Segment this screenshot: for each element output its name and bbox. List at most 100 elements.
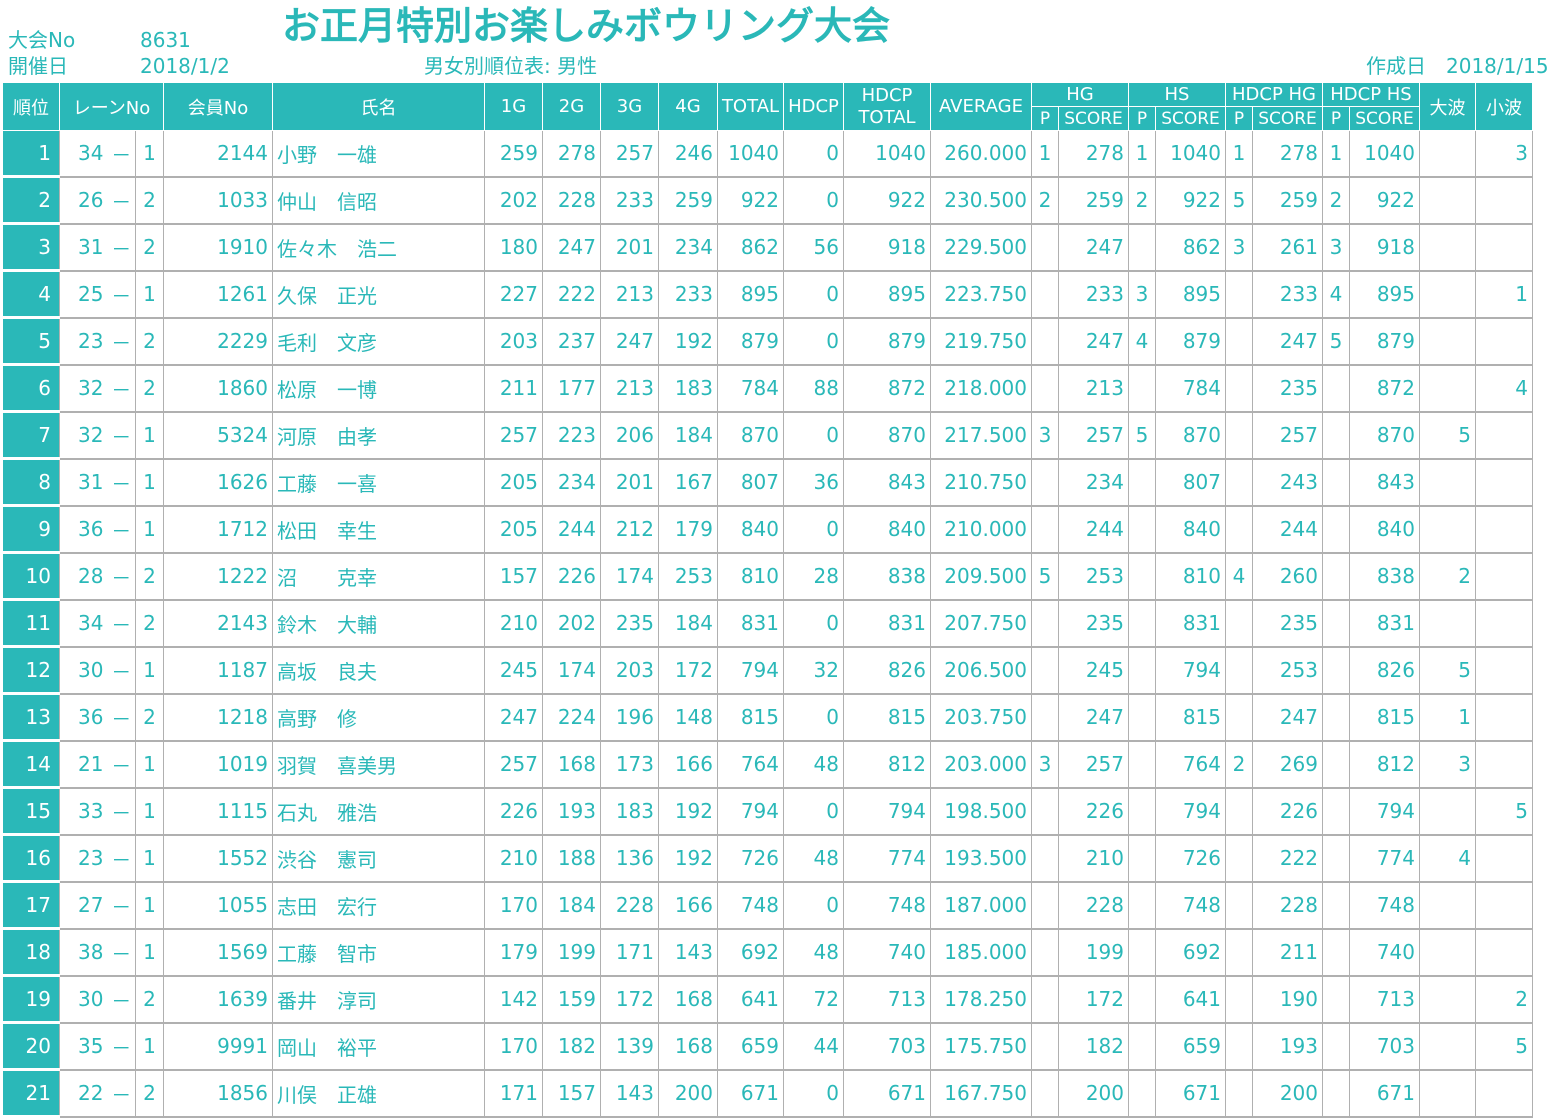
table-row: 12 30 － 1 1187 高坂 良夫 245 174 203 172 794 32 826 206.5… <box>2 646 1533 695</box>
cell-game3: 183 <box>600 787 659 836</box>
cell-game4: 192 <box>658 317 718 366</box>
cell-hg-p <box>1031 928 1059 977</box>
taikai-no-label: 大会No <box>8 28 76 52</box>
cell-hs-p <box>1128 458 1156 507</box>
cell-hg-score: 226 <box>1058 787 1129 836</box>
cell-hdcp-total: 1040 <box>843 130 931 178</box>
cell-game1: 157 <box>484 552 543 601</box>
cell-game3: 174 <box>600 552 659 601</box>
cell-game4: 166 <box>658 740 718 789</box>
cell-game1: 180 <box>484 223 543 272</box>
cell-average: 210.750 <box>930 458 1032 507</box>
cell-hg-p: 5 <box>1031 552 1059 601</box>
cell-rank: 16 <box>2 834 60 883</box>
cell-game1: 142 <box>484 975 543 1024</box>
subtitle: 男女別順位表: 男性 <box>424 54 598 78</box>
cell-lane-side: 2 <box>135 364 164 413</box>
cell-lane: 30 <box>59 646 108 695</box>
cell-hdcp-hs-score: 879 <box>1349 317 1420 366</box>
table-row: 13 36 － 2 1218 高野 修 247 224 196 148 815 0 815 203.750… <box>2 693 1533 742</box>
cell-hg-score: 247 <box>1058 693 1129 742</box>
cell-hdcp: 56 <box>783 223 844 272</box>
cell-game4: 192 <box>658 787 718 836</box>
cell-hdcp-hs-p <box>1322 787 1350 836</box>
cell-name: 佐々木 浩二 <box>272 223 485 272</box>
cell-lane: 31 <box>59 223 108 272</box>
cell-hdcp-hg-p <box>1225 505 1253 554</box>
cell-lane-dash: － <box>107 458 136 507</box>
cell-game2: 244 <box>542 505 601 554</box>
cell-hs-score: 870 <box>1155 411 1226 460</box>
col-hs-score: SCORE <box>1155 106 1226 131</box>
cell-hs-score: 815 <box>1155 693 1226 742</box>
cell-lane-side: 1 <box>135 130 164 178</box>
cell-hg-p <box>1031 787 1059 836</box>
cell-hdcp: 0 <box>783 176 844 225</box>
cell-hg-p <box>1031 834 1059 883</box>
cell-name: 志田 宏行 <box>272 881 485 930</box>
cell-total: 870 <box>717 411 784 460</box>
col-lane: レーンNo <box>59 82 164 131</box>
cell-game4: 168 <box>658 1022 718 1071</box>
cell-total: 815 <box>717 693 784 742</box>
cell-member-no: 1187 <box>163 646 273 695</box>
cell-hs-p <box>1128 975 1156 1024</box>
cell-average: 185.000 <box>930 928 1032 977</box>
cell-hg-score: 182 <box>1058 1022 1129 1071</box>
cell-hs-score: 895 <box>1155 270 1226 319</box>
cell-hdcp-total: 831 <box>843 599 931 648</box>
cell-game3: 213 <box>600 364 659 413</box>
cell-hs-p <box>1128 787 1156 836</box>
cell-lane-dash: － <box>107 787 136 836</box>
cell-hdcp: 28 <box>783 552 844 601</box>
cell-hs-p <box>1128 693 1156 742</box>
cell-hg-p <box>1031 1022 1059 1071</box>
cell-game4: 166 <box>658 881 718 930</box>
cell-hs-score: 794 <box>1155 787 1226 836</box>
cell-hdcp-total: 815 <box>843 693 931 742</box>
cell-hdcp: 0 <box>783 130 844 178</box>
cell-onami <box>1419 458 1476 507</box>
cell-rank: 9 <box>2 505 60 554</box>
cell-game2: 193 <box>542 787 601 836</box>
cell-hdcp-hs-p <box>1322 599 1350 648</box>
cell-onami: 3 <box>1419 740 1476 789</box>
cell-hg-score: 257 <box>1058 411 1129 460</box>
cell-hdcp: 88 <box>783 364 844 413</box>
cell-member-no: 1222 <box>163 552 273 601</box>
cell-member-no: 2229 <box>163 317 273 366</box>
cell-hdcp: 0 <box>783 505 844 554</box>
date-label: 開催日 <box>8 54 68 78</box>
cell-hdcp-hs-p <box>1322 458 1350 507</box>
cell-hg-p <box>1031 458 1059 507</box>
cell-name: 羽賀 喜美男 <box>272 740 485 789</box>
cell-member-no: 1218 <box>163 693 273 742</box>
cell-hdcp-hg-p <box>1225 1069 1253 1118</box>
cell-average: 219.750 <box>930 317 1032 366</box>
cell-member-no: 2143 <box>163 599 273 648</box>
cell-average: 203.750 <box>930 693 1032 742</box>
cell-hg-p: 2 <box>1031 176 1059 225</box>
cell-rank: 5 <box>2 317 60 366</box>
cell-game1: 226 <box>484 787 543 836</box>
cell-total: 659 <box>717 1022 784 1071</box>
cell-game1: 245 <box>484 646 543 695</box>
cell-name: 番井 淳司 <box>272 975 485 1024</box>
cell-rank: 7 <box>2 411 60 460</box>
cell-total: 794 <box>717 787 784 836</box>
cell-hdcp-hs-score: 843 <box>1349 458 1420 507</box>
cell-average: 260.000 <box>930 130 1032 178</box>
cell-game4: 234 <box>658 223 718 272</box>
cell-total: 862 <box>717 223 784 272</box>
cell-hdcp-hg-p <box>1225 270 1253 319</box>
cell-average: 167.750 <box>930 1069 1032 1118</box>
cell-hdcp: 32 <box>783 646 844 695</box>
cell-hdcp-total: 840 <box>843 505 931 554</box>
cell-onami <box>1419 787 1476 836</box>
cell-hdcp-hs-p <box>1322 928 1350 977</box>
cell-lane-side: 1 <box>135 834 164 883</box>
cell-member-no: 1552 <box>163 834 273 883</box>
cell-onami <box>1419 1069 1476 1118</box>
cell-hdcp-hs-p <box>1322 834 1350 883</box>
cell-game2: 224 <box>542 693 601 742</box>
